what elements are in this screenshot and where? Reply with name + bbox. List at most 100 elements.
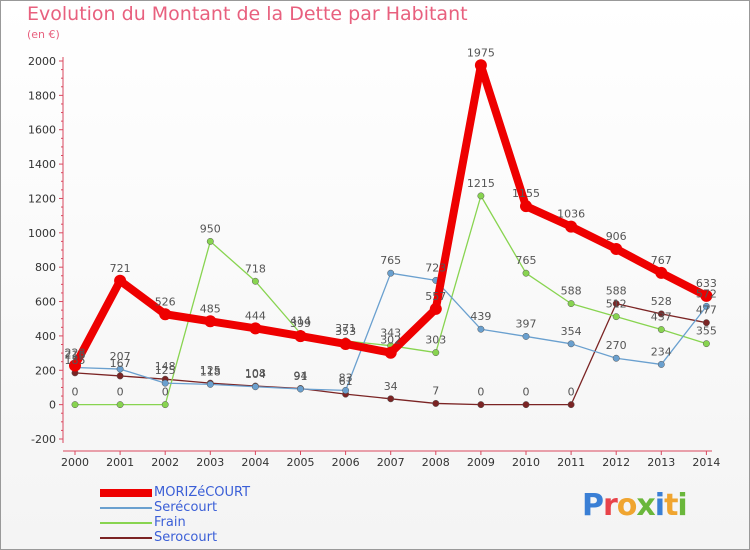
data-point: [251, 383, 259, 391]
series-line-1: [71, 61, 709, 368]
data-label: 439: [470, 310, 491, 323]
chart-title: Evolution du Montant de la Dette par Hab…: [27, 3, 468, 25]
legend-swatch: [100, 488, 152, 497]
data-label: 125: [155, 364, 176, 377]
data-point: [702, 340, 710, 348]
data-label: 526: [155, 295, 176, 308]
data-point: [520, 200, 532, 213]
data-label: 588: [606, 285, 627, 298]
data-label: 91: [294, 370, 308, 383]
data-point: [116, 372, 124, 380]
data-point: [297, 385, 304, 393]
data-label: 371: [335, 322, 356, 335]
data-label: 118: [200, 365, 221, 378]
y-axis-unit: (en €): [27, 28, 60, 41]
x-tick-label: 2008: [422, 456, 450, 469]
data-label: 765: [380, 254, 401, 267]
data-point: [612, 313, 620, 321]
data-label: 0: [117, 386, 124, 399]
data-point: [206, 380, 214, 388]
data-label: 185: [65, 354, 86, 367]
data-label: 765: [516, 254, 537, 267]
data-point: [251, 277, 259, 285]
data-point: [116, 365, 124, 373]
data-label: 557: [425, 290, 446, 303]
data-label: 1155: [512, 187, 540, 200]
logo-letter: r: [603, 488, 618, 523]
data-label: 477: [696, 304, 717, 317]
data-point: [387, 395, 395, 403]
data-point: [567, 300, 575, 308]
x-tick-label: 2014: [692, 456, 720, 469]
x-tick-label: 2003: [196, 456, 224, 469]
legend-swatch: [100, 521, 152, 524]
data-label: 0: [523, 386, 530, 399]
data-point: [567, 401, 575, 409]
legend-label: MORIZéCOURT: [154, 485, 251, 500]
data-point: [429, 302, 442, 315]
data-label: 633: [696, 277, 717, 290]
y-tick-label: 400: [35, 330, 56, 343]
data-point: [522, 401, 530, 409]
data-point: [702, 319, 710, 327]
data-label: 94: [294, 369, 308, 382]
data-label: 528: [651, 295, 672, 308]
x-tick-label: 2004: [241, 456, 269, 469]
data-label: 572: [696, 287, 717, 300]
data-label: 588: [561, 285, 582, 298]
data-label: 353: [335, 325, 356, 338]
y-tick-label: 2000: [28, 55, 56, 68]
data-point: [522, 269, 530, 277]
data-label: 167: [110, 357, 131, 370]
data-label: 414: [290, 315, 311, 328]
y-tick-label: 1200: [28, 192, 56, 205]
data-label: 125: [200, 364, 221, 377]
data-point: [610, 242, 623, 255]
legend-item: Frain: [100, 515, 250, 530]
data-point: [249, 322, 262, 335]
data-point: [657, 310, 665, 318]
x-tick-label: 2005: [287, 456, 315, 469]
data-point: [612, 300, 620, 308]
data-label: 83: [339, 371, 353, 384]
data-label: 355: [696, 325, 717, 338]
data-point: [114, 274, 127, 287]
data-point: [702, 302, 710, 310]
data-point: [116, 401, 124, 409]
data-label: 397: [516, 317, 537, 330]
data-label: 1036: [557, 208, 585, 221]
data-point: [477, 192, 485, 200]
y-tick-label: 200: [35, 364, 56, 377]
data-point: [655, 266, 668, 279]
legend-swatch: [100, 506, 152, 509]
data-point: [384, 346, 397, 359]
legend-label: Frain: [154, 515, 186, 530]
legend-item: MORIZéCOURT: [100, 485, 250, 500]
legend-label: Serocourt: [154, 530, 218, 545]
data-point: [522, 332, 530, 340]
y-tick-label: 1800: [28, 89, 56, 102]
data-label: 0: [477, 386, 484, 399]
y-tick-label: 1400: [28, 158, 56, 171]
data-label: 718: [245, 262, 266, 275]
data-label: 1975: [467, 46, 495, 59]
legend-swatch: [100, 536, 152, 539]
data-label: 234: [651, 345, 672, 358]
data-point: [477, 401, 485, 409]
y-tick-label: 1000: [28, 227, 56, 240]
data-point: [204, 315, 217, 328]
data-label: 108: [245, 367, 266, 380]
data-label: 721: [110, 262, 131, 275]
data-label: 34: [384, 380, 398, 393]
legend-item: Serécourt: [100, 500, 250, 515]
y-tick-label: 1600: [28, 124, 56, 137]
x-tick-label: 2002: [151, 456, 179, 469]
data-label: 354: [561, 325, 582, 338]
data-label: 723: [425, 261, 446, 274]
data-label: 7: [432, 384, 439, 397]
x-tick-label: 2009: [467, 456, 495, 469]
x-tick-label: 2001: [106, 456, 134, 469]
logo-letter: t: [664, 488, 678, 523]
